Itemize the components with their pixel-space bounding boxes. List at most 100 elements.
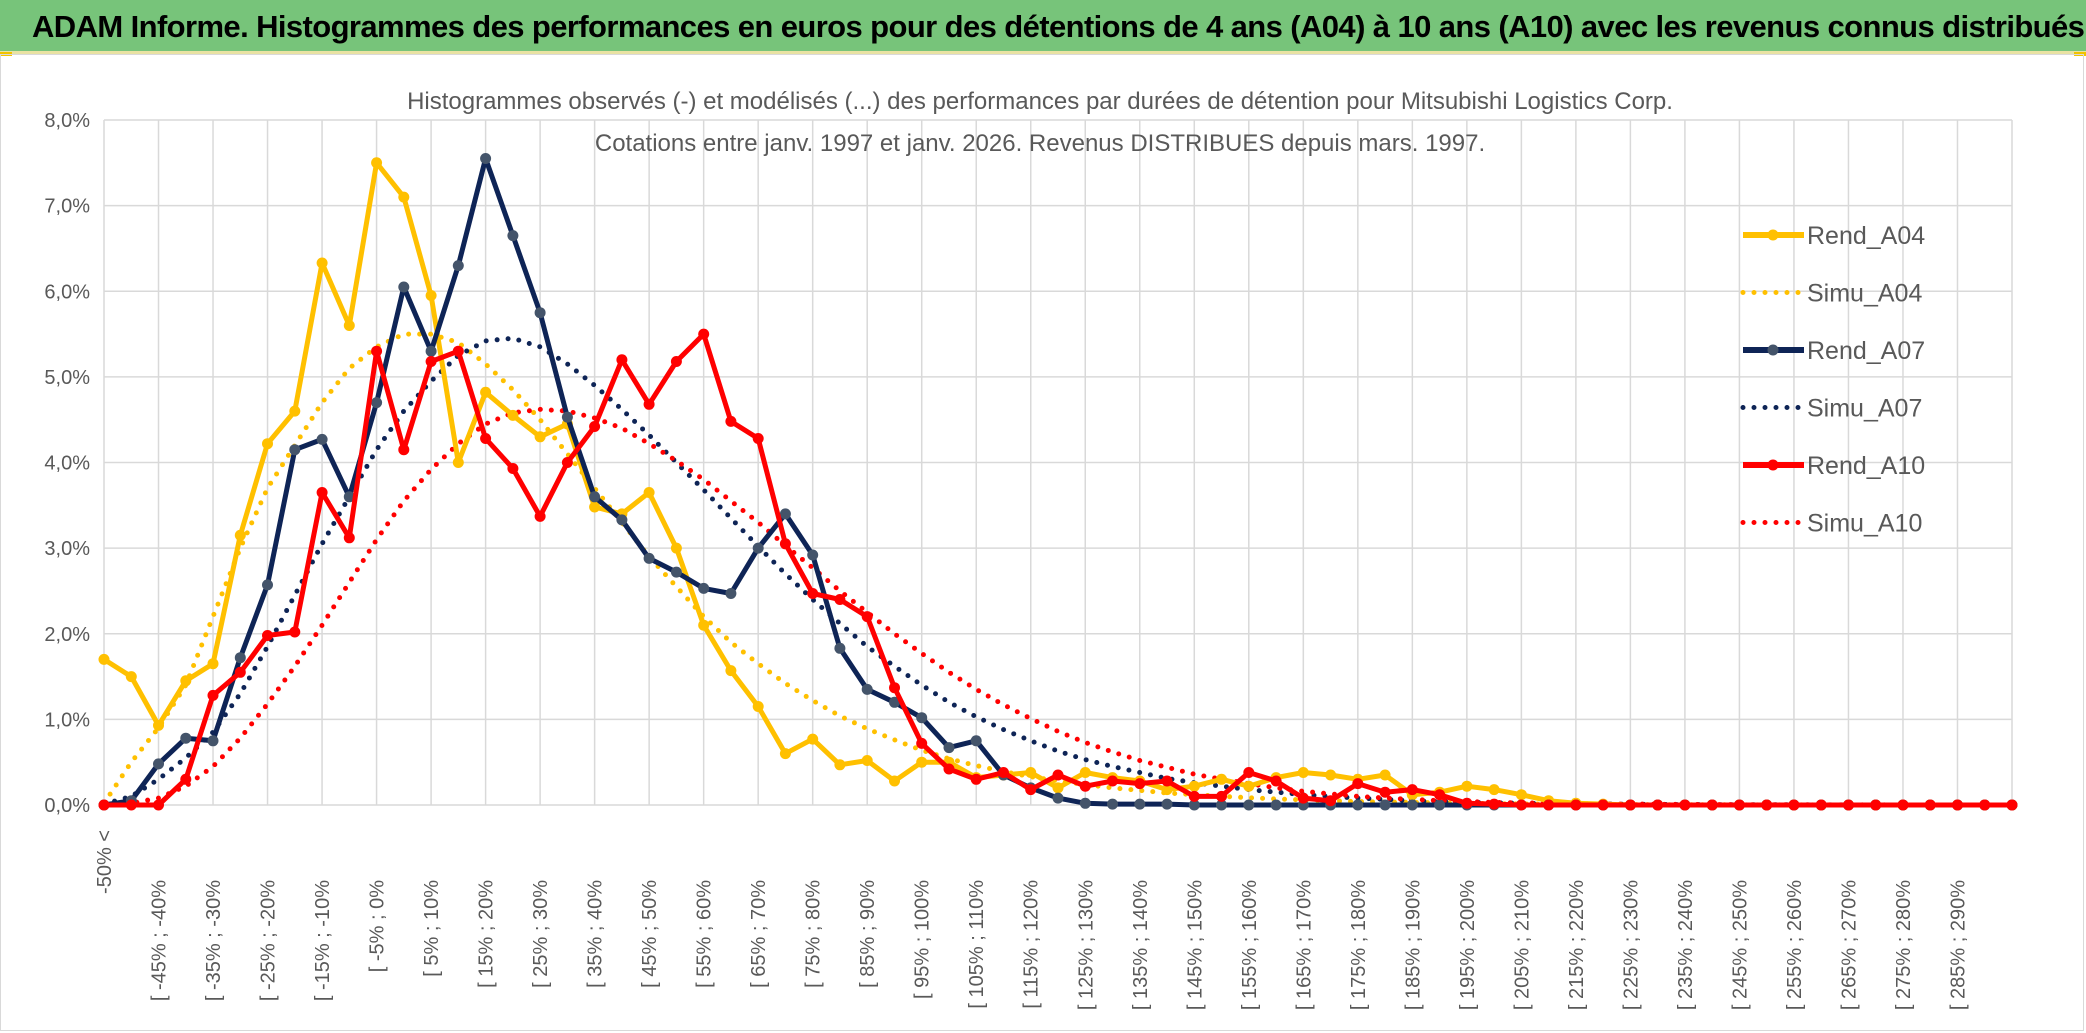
data-point <box>1952 799 1963 811</box>
data-point <box>1052 769 1064 781</box>
data-point <box>1434 799 1446 811</box>
data-point <box>425 345 437 357</box>
data-point <box>752 701 764 712</box>
data-point <box>398 281 410 293</box>
x-tick-label: [ -15% ; -10% <box>312 880 334 1001</box>
data-point <box>207 735 219 747</box>
data-point <box>153 719 164 731</box>
data-point <box>1624 799 1636 811</box>
x-tick-label: [ 65% ; 70% <box>748 880 770 988</box>
data-point <box>889 696 900 708</box>
data-point <box>1216 790 1227 802</box>
data-point <box>507 409 519 421</box>
data-point <box>1161 775 1173 787</box>
x-tick-label: [ 165% ; 170% <box>1293 880 1315 1010</box>
data-point <box>153 758 164 770</box>
data-point <box>1379 799 1391 811</box>
x-tick-label: [ 155% ; 160% <box>1239 880 1261 1010</box>
x-tick-label: [ -25% ; -20% <box>258 880 280 1001</box>
data-point <box>1379 786 1391 798</box>
x-tick-label: [ 185% ; 190% <box>1402 880 1424 1010</box>
data-point <box>262 579 273 591</box>
legend-label: Simu_A10 <box>1807 510 1922 538</box>
data-point <box>262 630 273 641</box>
data-point <box>480 153 492 164</box>
data-point <box>970 773 982 785</box>
data-point <box>779 538 791 550</box>
legend-marker <box>1767 229 1779 241</box>
data-point <box>970 735 982 747</box>
data-point <box>343 532 355 544</box>
x-tick-label: [ 275% ; 280% <box>1893 880 1915 1010</box>
data-point <box>807 588 819 599</box>
data-point <box>316 487 328 498</box>
data-point <box>916 756 928 768</box>
data-point <box>861 683 873 695</box>
x-tick-label: [ 25% ; 30% <box>530 880 552 988</box>
data-point <box>1652 799 1664 811</box>
data-point <box>125 799 137 811</box>
data-point <box>1543 799 1555 811</box>
y-tick-label: 1,0% <box>44 709 90 731</box>
data-point <box>698 582 710 594</box>
data-point <box>943 763 955 775</box>
data-point <box>1243 767 1255 778</box>
data-point <box>643 552 655 564</box>
data-point <box>262 438 273 450</box>
data-point <box>1025 784 1037 796</box>
data-point <box>507 230 519 242</box>
data-point <box>1924 799 1936 811</box>
data-point <box>1761 799 1773 811</box>
data-point <box>1270 775 1282 787</box>
chart-title: Histogrammes observés (-) et modélisés (… <box>407 88 1673 115</box>
x-tick-label: [ 95% ; 100% <box>912 880 934 999</box>
data-point <box>452 260 464 272</box>
data-point <box>180 732 192 744</box>
data-point <box>289 405 301 417</box>
data-point <box>1052 782 1064 794</box>
data-point <box>834 759 846 771</box>
x-tick-label: [ -35% ; -30% <box>203 880 225 1001</box>
data-point <box>1352 778 1364 790</box>
data-point <box>1461 797 1473 809</box>
data-point <box>1406 784 1418 796</box>
x-tick-label: [ 145% ; 150% <box>1184 880 1206 1010</box>
data-point <box>1216 799 1227 811</box>
y-tick-label: 8,0% <box>44 110 90 132</box>
data-point <box>861 755 873 766</box>
data-point <box>698 328 710 340</box>
data-point <box>343 320 355 331</box>
y-tick-label: 2,0% <box>44 624 90 646</box>
data-point <box>1870 799 1882 811</box>
data-point <box>425 290 437 301</box>
data-point <box>1406 799 1418 811</box>
legend-marker <box>1767 344 1779 356</box>
data-point <box>889 682 900 694</box>
x-tick-label: [ 35% ; 40% <box>585 880 607 988</box>
page-title: ADAM Informe. Histogrammes des performan… <box>32 9 2085 44</box>
data-point <box>1434 789 1446 801</box>
data-point <box>398 444 410 456</box>
data-point <box>916 712 928 724</box>
series-line-simu_a10 <box>101 406 2015 808</box>
data-point <box>98 799 110 811</box>
data-point <box>725 665 737 677</box>
data-point <box>1379 769 1391 781</box>
x-tick-label: [ -5% ; 0% <box>367 880 389 972</box>
data-point <box>1488 784 1500 796</box>
x-tick-label: [ 55% ; 60% <box>694 880 716 988</box>
x-tick-label: [ 225% ; 230% <box>1620 880 1642 1010</box>
data-point <box>643 487 655 498</box>
data-point <box>1597 799 1609 811</box>
x-tick-label: [ 205% ; 210% <box>1511 880 1533 1010</box>
legend-label: Rend_A10 <box>1807 452 1925 480</box>
data-point <box>1461 780 1473 792</box>
data-point <box>1897 799 1909 811</box>
data-point <box>507 463 519 474</box>
data-point <box>1979 799 1991 811</box>
data-point <box>316 433 328 445</box>
data-point <box>1052 792 1064 804</box>
data-point <box>180 675 192 687</box>
data-point <box>779 748 791 760</box>
data-point <box>534 510 546 522</box>
